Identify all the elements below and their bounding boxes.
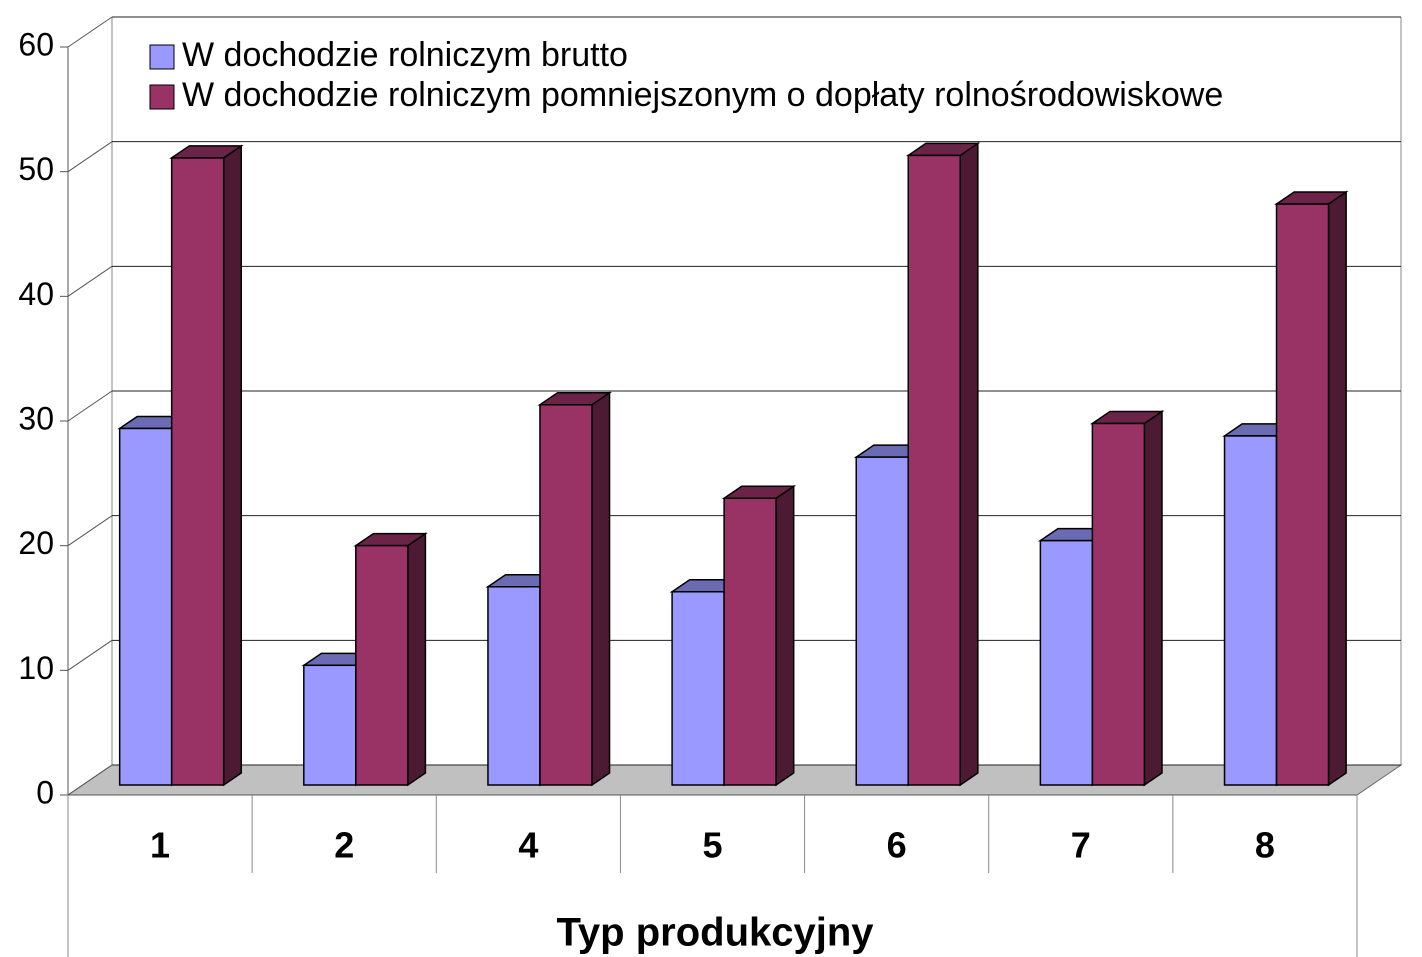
- bar-side: [1327, 190, 1347, 787]
- side-grid-line: [67, 16, 113, 48]
- legend-swatch: [149, 44, 175, 70]
- x-tick-label: 4: [518, 825, 538, 866]
- legend-swatch: [149, 84, 175, 110]
- bar-side: [959, 142, 979, 787]
- legend-label: W dochodzie rolniczym pomniejszonym o do…: [182, 76, 1223, 114]
- x-tick-label: 8: [1255, 825, 1275, 866]
- bar-front: [1039, 539, 1094, 786]
- x-tick-label: 1: [150, 825, 170, 866]
- bar: [1089, 410, 1165, 787]
- side-grid-line: [67, 515, 113, 547]
- bar-side: [591, 391, 611, 787]
- bar-front: [1223, 435, 1278, 786]
- bar-side: [222, 144, 243, 787]
- side-grid-line: [67, 141, 113, 173]
- y-tick-label: 20: [18, 525, 54, 561]
- bar-front: [303, 664, 357, 786]
- bar: [537, 391, 612, 787]
- bar-front: [1091, 422, 1146, 786]
- bar-side: [407, 532, 427, 787]
- bar-front: [539, 404, 593, 786]
- y-tick-label: 50: [18, 151, 54, 187]
- bar: [721, 484, 797, 787]
- side-grid-line: [67, 764, 113, 796]
- y-tick-label: 0: [36, 774, 54, 810]
- bar: [353, 532, 428, 787]
- x-axis-title: Typ produkcyjny: [556, 911, 874, 955]
- side-grid-line: [67, 639, 113, 671]
- bar-front: [723, 497, 777, 786]
- bar: [169, 144, 244, 787]
- legend-label: W dochodzie rolniczym brutto: [182, 36, 628, 74]
- y-tick-label: 10: [18, 650, 54, 686]
- bar: [1274, 190, 1349, 787]
- x-tick-label: 2: [334, 825, 354, 866]
- x-tick-label: 7: [1071, 825, 1091, 866]
- bar: [905, 142, 981, 787]
- bar-front: [671, 591, 725, 786]
- bar-side: [1143, 410, 1163, 787]
- side-grid-line: [67, 390, 113, 422]
- y-tick-label: 30: [18, 400, 54, 436]
- x-tick-label: 5: [702, 825, 722, 866]
- bar-front: [118, 427, 173, 786]
- bar-front: [170, 157, 225, 786]
- bar-front: [907, 154, 961, 786]
- x-tick-label: 6: [887, 825, 907, 866]
- bar-front: [855, 456, 909, 786]
- y-tick-label: 60: [18, 26, 54, 62]
- bar-front: [355, 544, 409, 786]
- side-grid-line: [67, 265, 113, 297]
- bar-front: [487, 586, 541, 786]
- bar-front: [1275, 203, 1330, 786]
- bar-side: [775, 484, 795, 787]
- y-tick-label: 40: [18, 276, 54, 312]
